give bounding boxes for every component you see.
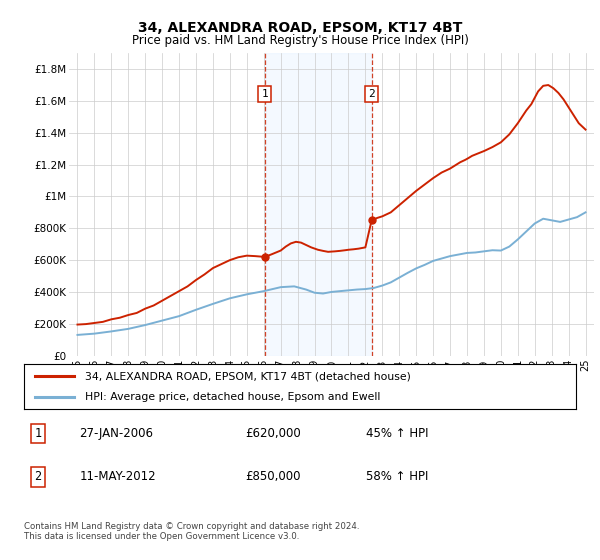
Text: HPI: Average price, detached house, Epsom and Ewell: HPI: Average price, detached house, Epso…: [85, 391, 380, 402]
Text: 1: 1: [262, 89, 268, 99]
Text: 45% ↑ HPI: 45% ↑ HPI: [366, 427, 429, 440]
Text: Contains HM Land Registry data © Crown copyright and database right 2024.
This d: Contains HM Land Registry data © Crown c…: [24, 522, 359, 542]
Text: £620,000: £620,000: [245, 427, 301, 440]
Text: 2: 2: [34, 470, 41, 483]
Text: 34, ALEXANDRA ROAD, EPSOM, KT17 4BT (detached house): 34, ALEXANDRA ROAD, EPSOM, KT17 4BT (det…: [85, 371, 410, 381]
Text: 27-JAN-2006: 27-JAN-2006: [79, 427, 153, 440]
Text: 11-MAY-2012: 11-MAY-2012: [79, 470, 156, 483]
Bar: [265, 53, 371, 356]
Text: 34, ALEXANDRA ROAD, EPSOM, KT17 4BT: 34, ALEXANDRA ROAD, EPSOM, KT17 4BT: [138, 21, 462, 35]
Text: 1: 1: [34, 427, 41, 440]
Text: 2: 2: [368, 89, 375, 99]
Text: 58% ↑ HPI: 58% ↑ HPI: [366, 470, 428, 483]
Text: £850,000: £850,000: [245, 470, 301, 483]
Text: Price paid vs. HM Land Registry's House Price Index (HPI): Price paid vs. HM Land Registry's House …: [131, 34, 469, 46]
